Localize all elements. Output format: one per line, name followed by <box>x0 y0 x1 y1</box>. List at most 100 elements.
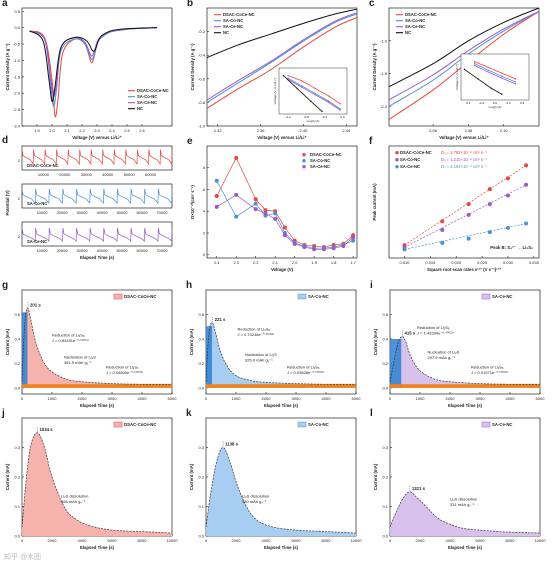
inset-frame <box>460 53 530 101</box>
data-point-SA-Co-NC <box>487 230 492 235</box>
y-tick-label: 0.4 <box>14 336 20 341</box>
data-point-SA-Co-NC <box>273 211 278 216</box>
annotation-text: J = 0.70248e⁻⁰⋅⁰⁰⁰¹¹ᵗ <box>238 332 275 337</box>
inset-series-line <box>474 63 516 83</box>
x-tick-label: 50000 <box>116 210 128 215</box>
panel-e: 2.4 2.3 2.2 2.1 2.0 1.9 1.8 1.7 0 2 4 6 8 Voltage (V)… <box>187 136 358 272</box>
inset-x-tick-label: -0.4 <box>465 101 471 105</box>
inset-point <box>328 100 330 102</box>
data-point-DSAC-CoCe-NC <box>263 208 268 213</box>
x-axis-label: Elapsed Time (s) <box>80 403 115 408</box>
x-tick-label: 1.7 <box>350 260 356 265</box>
x-tick-label: 2.4 <box>109 128 115 133</box>
x-tick-label: 0.030 <box>503 260 514 265</box>
x-axis-label: Elapsed Time (s) <box>264 403 299 408</box>
data-point-SA-Ce-NC <box>234 192 239 197</box>
data-point-SA-Ce-NC <box>273 216 278 221</box>
x-tick-label: 40000 <box>96 210 108 215</box>
data-point-SA-Ce-NC <box>341 244 346 249</box>
y-tick-label: 0.3 <box>198 445 204 450</box>
inset-point <box>314 87 316 90</box>
x-tick-label: 6000 <box>476 538 486 543</box>
row-label: DSAC-CoCe-NC <box>27 163 59 168</box>
x-axis-label: Elapsed Time (s) <box>80 545 115 550</box>
inset-y-axis-label: Voltage (V vs Li/Li⁺) <box>455 64 459 91</box>
x-tick-label: 0 <box>205 396 208 401</box>
x-tick-label: 1.9 <box>311 260 317 265</box>
x-axis-label: Voltage (V) <box>271 267 294 272</box>
x-tick-label: 2000 <box>262 396 272 401</box>
x-tick-label: 10000 <box>534 538 546 543</box>
fit-curve <box>21 307 173 385</box>
x-tick-label: 2.1 <box>64 128 70 133</box>
legend-label: DSAC-CoCe-NC <box>400 150 432 155</box>
inset-point <box>477 78 479 80</box>
panel-label: b <box>187 0 193 9</box>
annotation-text: Li₂S dissolution <box>450 497 477 502</box>
inset-point <box>314 92 316 95</box>
inset-x-tick-label: -0.2 <box>479 101 485 105</box>
data-point-SA-Co-NC <box>505 225 510 230</box>
x-tick-label: 5000 <box>352 396 362 401</box>
peak-time-label: 201 s <box>30 302 41 307</box>
y-tick-label: -0.6 <box>198 76 206 81</box>
peak-annotation: Peak B: S₄²⁻ → Li₂S₂ <box>490 245 533 250</box>
x-tick-label: 2000 <box>232 538 242 543</box>
y-tick-label: 0 <box>203 252 206 257</box>
annotation-text: J = 0.01571e⁻⁰⋅⁰⁰⁰⁰²ᵗ <box>471 370 508 375</box>
panel-label: c <box>369 0 375 9</box>
series-line-SA-Co-NC <box>206 13 358 103</box>
x-tick-label: 3000 <box>292 396 302 401</box>
inset-point <box>310 100 312 102</box>
panel-label: h <box>186 280 192 291</box>
legend-swatch <box>481 421 491 428</box>
legend-label: SA-Ce-NC <box>405 24 425 29</box>
y-tick-label: 0.0 <box>198 534 204 539</box>
x-tick-label: 0 <box>21 396 24 401</box>
x-tick-label: 1000 <box>416 396 426 401</box>
inset-point <box>300 80 303 82</box>
x-tick-label: 2.2 <box>253 260 259 265</box>
inset-point <box>487 71 489 73</box>
annotation-text: 466 mAh gₛ⁻¹ <box>61 499 86 504</box>
legend-swatch <box>113 421 123 428</box>
x-tick-label: 0 <box>205 538 208 543</box>
x-tick-label: 30000 <box>81 172 93 177</box>
annotation-text: Nucleation of Li₂S <box>64 355 96 360</box>
legend-marker <box>395 158 399 162</box>
inset-point <box>287 77 289 79</box>
data-point-DSAC-CoCe-NC <box>466 202 471 207</box>
inset-point <box>514 83 517 85</box>
series-line-NC <box>29 27 158 102</box>
inset-point <box>463 68 466 71</box>
fit-curve <box>21 432 173 534</box>
panel-label: l <box>370 408 373 419</box>
inset-point <box>487 69 489 71</box>
panel-h: 0 1000 2000 3000 4000 5000 0.0 0.2 0.4 0.6 Elapsed… <box>186 280 361 408</box>
inset-point <box>514 81 517 83</box>
diffusion-coefficient: Dₗᵢ = 1.210×10⁻⁸ cm² s⁻¹ <box>441 157 487 162</box>
y-tick-label: 0.2 <box>14 475 20 480</box>
data-point-DSAC-CoCe-NC <box>487 187 492 192</box>
inset-point <box>473 60 476 63</box>
peak-time-label: 1138 s <box>225 442 239 447</box>
x-tick-label: 4000 <box>78 538 88 543</box>
x-tick-label: 0 <box>389 538 392 543</box>
potential-trace-SA-Ce-NC <box>21 227 173 243</box>
y-tick-label: 0.1 <box>14 504 20 509</box>
y-tick-label: 0.5 <box>14 9 20 14</box>
x-tick-label: 2000 <box>446 396 456 401</box>
legend-swatch <box>481 293 491 300</box>
data-point-DSAC-CoCe-NC <box>253 197 258 202</box>
y-tick-label: 0.6 <box>198 312 204 317</box>
data-point-SA-Ce-NC <box>524 182 529 187</box>
legend-label: SA-Co-NC <box>223 18 243 23</box>
capacity-area <box>206 322 356 388</box>
x-tick-label: 2000 <box>48 538 58 543</box>
fit-curve <box>205 322 357 385</box>
x-axis-label: Voltage (V) versus Li/Li⁺ <box>439 135 488 140</box>
x-tick-label: 2.0 <box>49 128 55 133</box>
inset-y-axis-label: Voltage (V vs Li/Li⁺) <box>273 78 277 105</box>
annotation-text: Reduction of Li₂S₈ <box>417 325 450 330</box>
inset-series-line <box>474 61 516 80</box>
